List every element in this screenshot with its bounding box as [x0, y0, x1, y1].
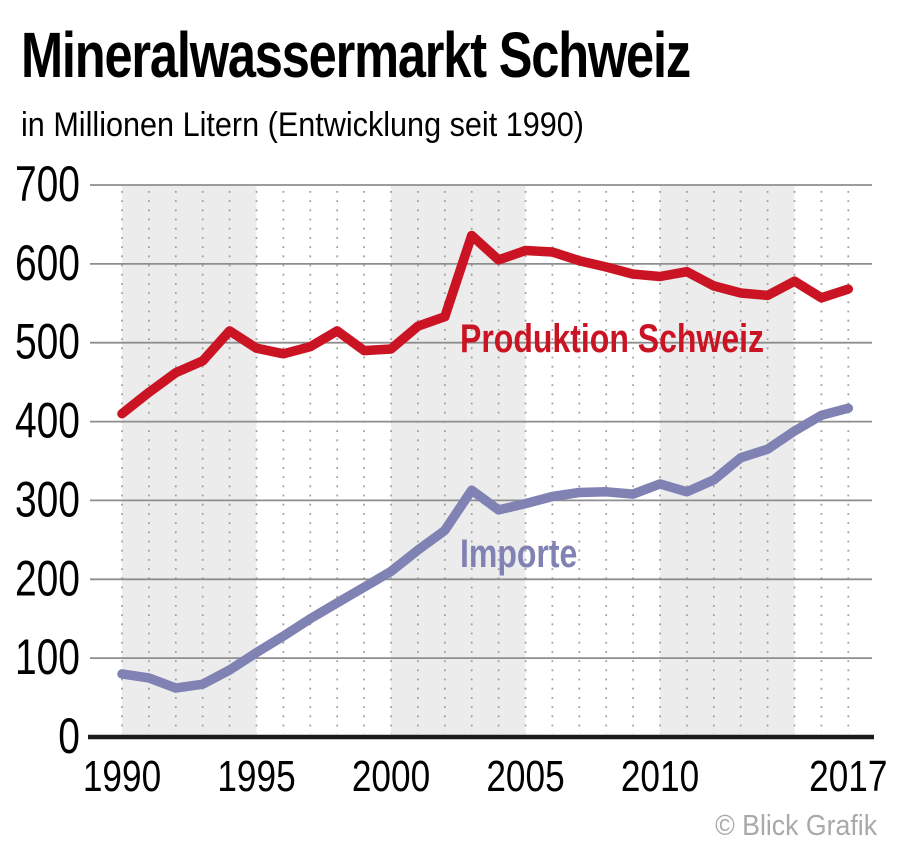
chart-subtitle: in Millionen Litern (Entwicklung seit 19… — [21, 106, 584, 144]
x-tick-label: 1995 — [217, 752, 295, 801]
credit: © Blick Grafik — [715, 810, 877, 842]
series-line-importe — [117, 403, 854, 693]
series-label-produktion-schweiz: Produktion Schweiz — [460, 316, 764, 361]
y-tick-label: 400 — [15, 392, 80, 449]
y-tick-label: 700 — [15, 155, 80, 212]
y-tick-label: 100 — [15, 628, 80, 685]
series-line-produktion-schweiz — [117, 230, 854, 419]
x-tick-label: 2010 — [621, 752, 699, 801]
x-tick-label: 2017 — [809, 752, 887, 801]
series-label-importe: Importe — [460, 531, 577, 576]
y-tick-label: 600 — [15, 234, 80, 291]
background-band — [660, 186, 795, 736]
x-tick-label: 2005 — [486, 752, 564, 801]
y-tick-label: 0 — [58, 707, 80, 764]
background-band — [122, 186, 257, 736]
y-tick-label: 500 — [15, 313, 80, 370]
y-tick-label: 300 — [15, 471, 80, 528]
y-tick-label: 200 — [15, 550, 80, 607]
chart-title: Mineralwassermarkt Schweiz — [21, 19, 691, 91]
x-tick-label: 2000 — [352, 752, 430, 801]
x-tick-label: 1990 — [83, 752, 161, 801]
